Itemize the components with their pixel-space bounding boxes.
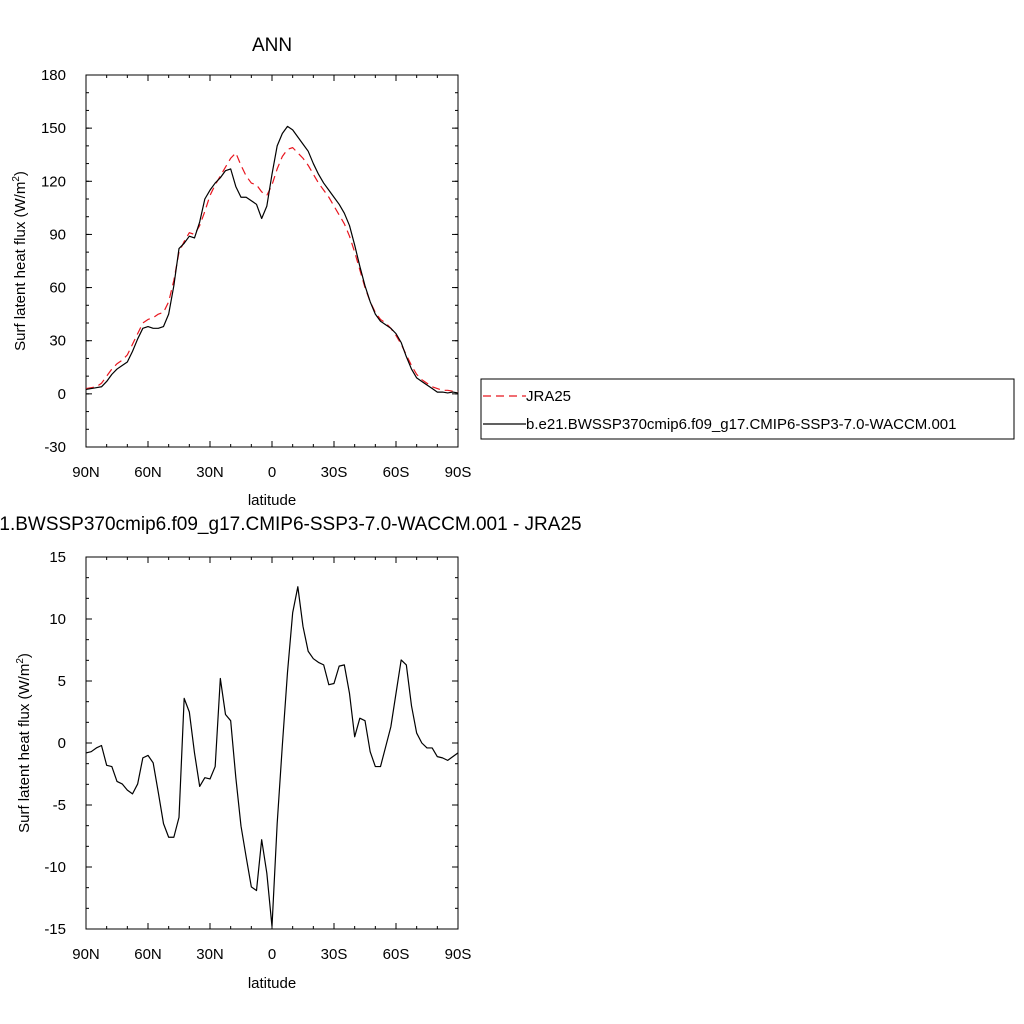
axis-ticks: 15 10 5 0 -5 -10 -15 90N 60N 30N 0 30S 60S 90S [44,549,471,963]
x-tick-label: 30S [321,946,348,963]
series-line-0 [85,147,459,393]
x-tick-label: 90S [445,946,472,963]
annual-climatology-panel: ANN 180 150 120 90 60 30 0 -30 90N 60N 30N 0 30S 60S 9… [11,35,1015,509]
x-axis-label: latitude [248,975,296,992]
x-tick-label: 30N [196,946,224,963]
x-tick-label: 60S [383,464,410,481]
y-tick-label: 90 [49,226,66,243]
x-tick-label: 0 [268,946,276,963]
y-tick-label: -5 [53,797,66,814]
y-tick-label: 150 [41,120,66,137]
plot-frame [85,74,459,448]
series-lines [85,125,459,394]
x-tick-label: 0 [268,464,276,481]
axis-ticks: 180 150 120 90 60 30 0 -30 90N 60N 30N 0 30S 60S 90S [41,67,471,481]
y-tick-label: 180 [41,67,66,84]
y-tick-label: 30 [49,333,66,350]
x-tick-label: 90N [72,946,100,963]
chart-title: ANN [252,35,292,56]
plot-frame [85,556,459,930]
difference-panel: b.e21.BWSSP370cmip6.f09_g17.CMIP6-SSP3-7… [0,514,582,992]
y-tick-label: -10 [44,859,66,876]
y-tick-label: 10 [49,611,66,628]
y-tick-label: -30 [44,439,66,456]
y-tick-label: -15 [44,921,66,938]
x-tick-label: 30N [196,464,224,481]
legend: JRA25 b.e21.BWSSP370cmip6.f09_g17.CMIP6-… [480,378,1015,440]
series-lines [85,586,459,928]
x-tick-label: 30S [321,464,348,481]
y-tick-label: 0 [58,386,66,403]
y-axis-label: Surf latent heat flux (W/m2) [15,653,33,833]
y-axis-label: Surf latent heat flux (W/m2) [11,171,29,351]
y-tick-label: 120 [41,173,66,190]
x-tick-label: 90S [445,464,472,481]
y-tick-label: 60 [49,280,66,297]
series-line-0 [85,586,459,928]
legend-label-jra25: JRA25 [526,388,571,405]
legend-label-model: b.e21.BWSSP370cmip6.f09_g17.CMIP6-SSP3-7… [526,416,956,433]
legend-box [480,378,1015,440]
x-tick-label: 60N [134,946,162,963]
x-tick-label: 60N [134,464,162,481]
y-tick-label: 15 [49,549,66,566]
x-axis-label: latitude [248,492,296,509]
series-line-1 [85,125,459,394]
chart-title: b.e21.BWSSP370cmip6.f09_g17.CMIP6-SSP3-7… [0,514,582,535]
x-tick-label: 90N [72,464,100,481]
y-tick-label: 0 [58,735,66,752]
y-tick-label: 5 [58,673,66,690]
x-tick-label: 60S [383,946,410,963]
